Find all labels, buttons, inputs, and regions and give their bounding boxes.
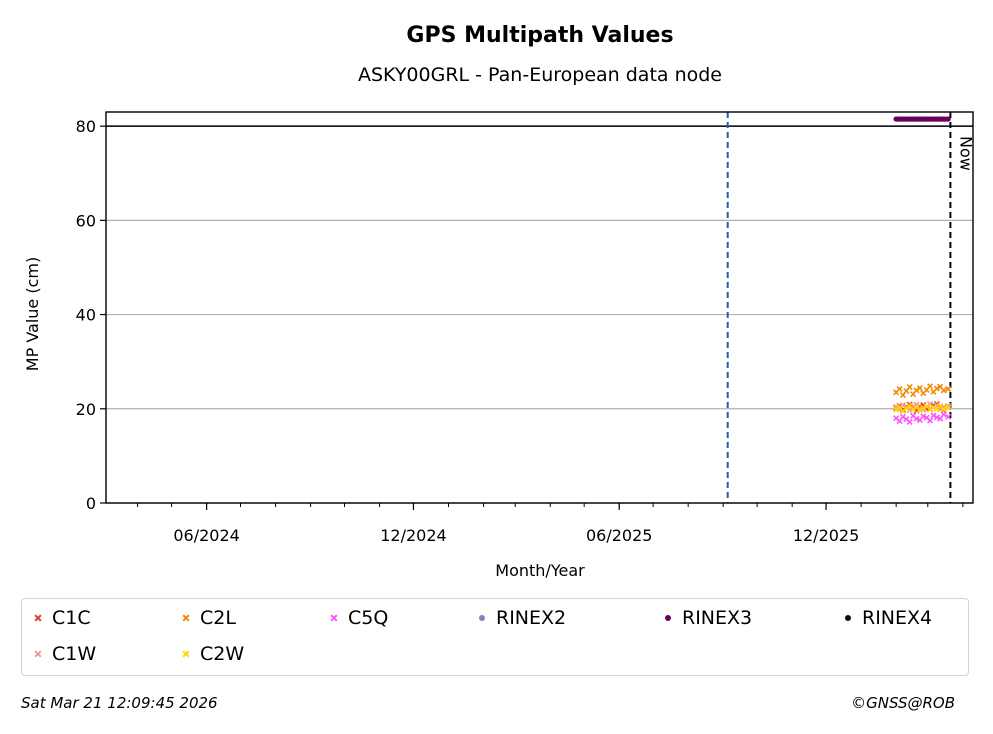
legend-item-c1w: C1W — [32, 642, 96, 666]
point-c5q — [933, 414, 940, 421]
legend-item-c1c: C1C — [32, 606, 91, 630]
point-c2l — [933, 385, 940, 392]
legend-label-c2w: C2W — [200, 643, 245, 665]
footer-timestamp: Sat Mar 21 12:09:45 2026 — [21, 694, 218, 712]
point-c2l — [896, 385, 903, 393]
legend-marker-rinex3 — [662, 612, 674, 624]
legend-item-c2l: C2L — [180, 606, 236, 630]
plot-frame — [105, 111, 974, 504]
point-c5q — [940, 411, 947, 418]
x-tick-label-12/2024: 12/2024 — [380, 526, 446, 545]
point-c5q — [945, 413, 952, 420]
point-c5q — [926, 417, 934, 424]
y-axis-label: MP Value (cm) — [23, 257, 42, 371]
point-c5q — [913, 415, 920, 422]
y-tick-label-40: 40 — [76, 306, 96, 325]
legend-item-c2w: C2W — [180, 642, 244, 666]
legend-label-rinex4: RINEX4 — [862, 607, 933, 629]
chart-canvas: GPS Multipath Values ASKY00GRL - Pan-Eur… — [23, 23, 975, 580]
point-c2l — [945, 385, 952, 393]
point-c2l — [926, 383, 934, 390]
legend-label-c5q: C5Q — [348, 607, 389, 629]
x-tick-label-12/2025: 12/2025 — [793, 526, 859, 545]
legend-label-c1w: C1W — [52, 643, 97, 665]
legend-label-rinex3: RINEX3 — [682, 607, 753, 629]
point-c2l — [940, 387, 947, 394]
point-c2w — [930, 404, 937, 411]
point-c2l — [906, 384, 913, 391]
legend-marker-c1w — [32, 648, 44, 660]
y-tick-label-60: 60 — [76, 211, 96, 230]
legend-item-rinex4: RINEX4 — [842, 606, 932, 630]
legend-item-c5q: C5Q — [328, 606, 388, 630]
now-label: Now — [956, 136, 975, 171]
chart-title: GPS Multipath Values — [406, 23, 673, 48]
point-c2w — [945, 404, 952, 411]
legend-marker-rinex2 — [476, 612, 488, 624]
legend-label-c2l: C2L — [200, 607, 236, 629]
legend-marker-c1c — [32, 612, 44, 624]
point-c1w — [945, 402, 952, 410]
footer-copyright: ©GNSS@ROB — [851, 694, 955, 712]
y-tick-label-20: 20 — [76, 400, 96, 419]
point-c5q — [930, 412, 937, 419]
point-c5q — [920, 413, 927, 420]
chart-subtitle: ASKY00GRL - Pan-European data node — [358, 64, 722, 86]
y-tick-label-0: 0 — [86, 494, 96, 513]
legend-marker-c5q — [328, 612, 340, 624]
x-tick-label-06/2024: 06/2024 — [173, 526, 239, 545]
legend-label-c1c: C1C — [52, 607, 91, 629]
x-tick-label-06/2025: 06/2025 — [586, 526, 652, 545]
plot-area: 0 20 40 60 80 06/2024 12/2024 06/2025 12/2025 Now — [76, 111, 975, 545]
point-c5q — [906, 418, 913, 426]
legend-item-rinex3: RINEX3 — [662, 606, 752, 630]
legend-marker-rinex4 — [842, 612, 854, 624]
legend: C1C C2L C5Q RINEX2 RINEX3 RINEX4 C1W C2W — [21, 598, 969, 676]
legend-marker-c2w — [180, 648, 192, 660]
point-c2w — [920, 404, 927, 411]
point-c2l — [916, 384, 923, 392]
point-c2w — [940, 406, 947, 413]
legend-item-rinex2: RINEX2 — [476, 606, 566, 630]
x-axis-label: Month/Year — [495, 561, 585, 580]
legend-marker-c2l — [180, 612, 192, 624]
legend-label-rinex2: RINEX2 — [496, 607, 567, 629]
y-tick-label-80: 80 — [76, 117, 96, 136]
